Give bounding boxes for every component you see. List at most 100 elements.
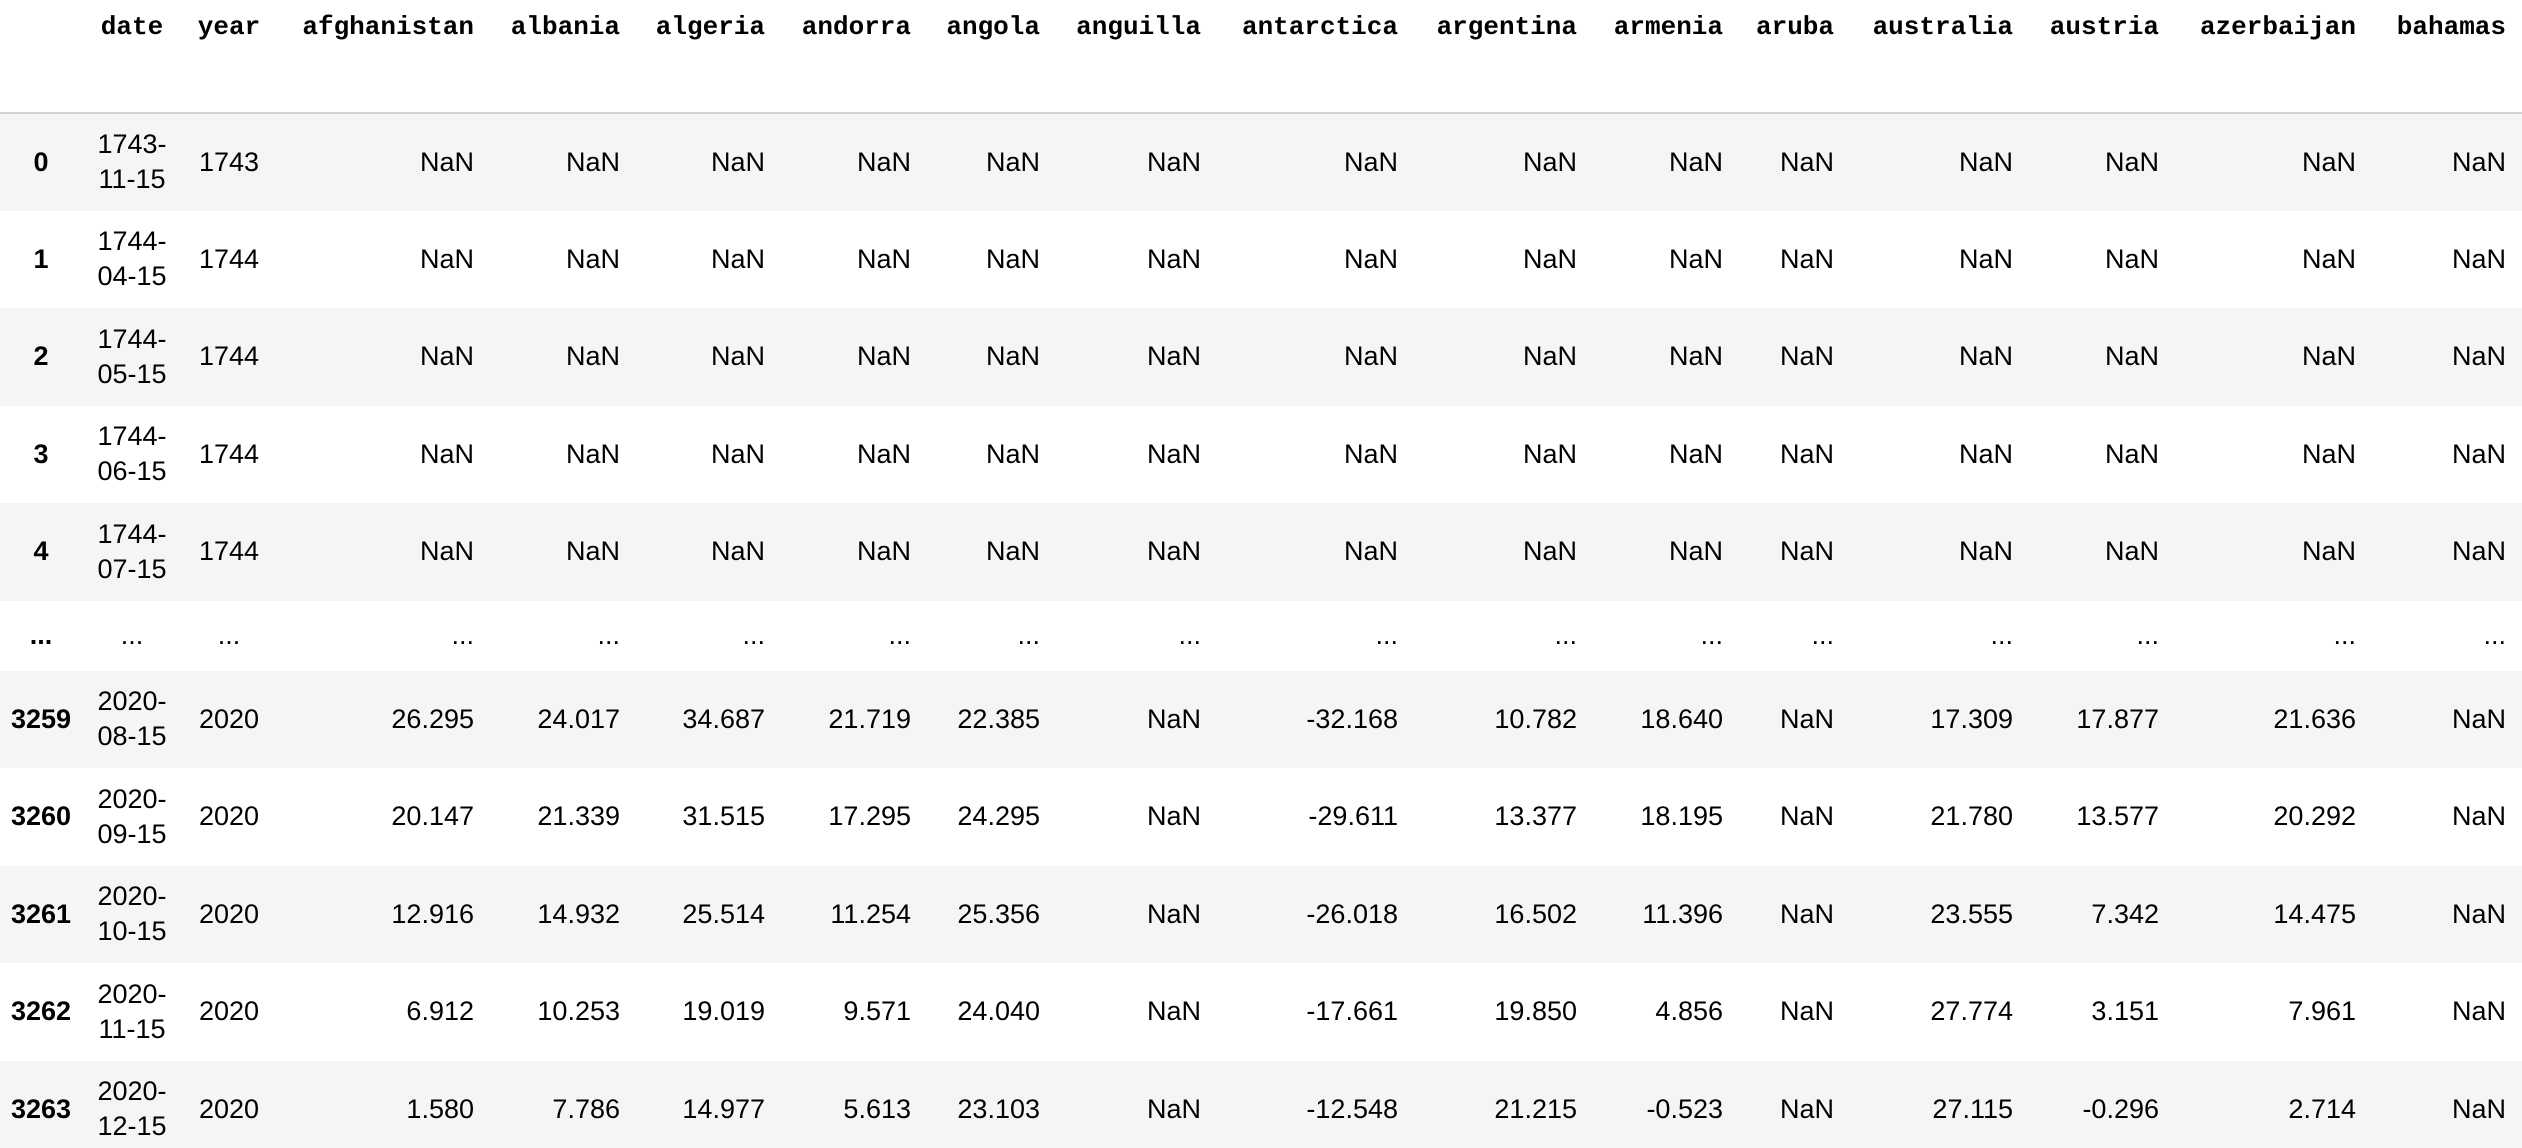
value-cell-australia: 23.555 (1930, 898, 2013, 929)
value-cell-albania: NaN (565, 341, 620, 372)
value-cell-austria: 17.877 (2076, 703, 2159, 734)
date-cell: 2020-10-15 (97, 881, 167, 947)
value-cell-bahamas: NaN (2451, 1093, 2506, 1124)
value-cell-albania: 14.932 (537, 898, 620, 929)
value-cell-algeria: 34.687 (682, 703, 765, 734)
value-cell-algeria: NaN (710, 341, 765, 372)
year-cell: 2020 (198, 1093, 260, 1124)
header-row: date year afghanistan albania algeria andorra… (0, 0, 2522, 114)
value-cell-afghanistan: 20.147 (391, 801, 474, 832)
value-cell-algeria: NaN (710, 536, 765, 567)
value-cell-anguilla: NaN (1146, 243, 1201, 274)
row-index: 3260 (10, 801, 72, 832)
value-cell-azerbaijan: 7.961 (2288, 996, 2356, 1027)
value-cell-argentina: NaN (1522, 536, 1577, 567)
value-cell-andorra: ... (888, 620, 911, 650)
value-cell-armenia: -0.523 (1646, 1093, 1723, 1124)
value-cell-armenia: ... (1700, 620, 1723, 650)
table-row: 0 1743-11-15 1743 NaN NaN NaN NaN NaN NaN NaN NaN N… (0, 113, 2522, 211)
row-index: 4 (33, 536, 49, 567)
value-cell-andorra: NaN (856, 438, 911, 469)
column-header-andorra: andorra (781, 0, 927, 114)
value-cell-anguilla: NaN (1146, 801, 1201, 832)
column-header-angola: angola (927, 0, 1056, 114)
value-cell-bahamas: NaN (2451, 996, 2506, 1027)
value-cell-aruba: NaN (1779, 146, 1834, 177)
value-cell-aruba: NaN (1779, 996, 1834, 1027)
table-row: 4 1744-07-15 1744 NaN NaN NaN NaN NaN NaN NaN NaN N… (0, 503, 2522, 601)
value-cell-azerbaijan: 14.475 (2273, 898, 2356, 929)
value-cell-aruba: NaN (1779, 703, 1834, 734)
value-cell-bahamas: ... (2483, 620, 2506, 650)
value-cell-australia: 27.774 (1930, 996, 2013, 1027)
date-cell: 1743-11-15 (97, 129, 167, 195)
value-cell-armenia: NaN (1668, 243, 1723, 274)
value-cell-afghanistan: 26.295 (391, 703, 474, 734)
value-cell-anguilla: NaN (1146, 438, 1201, 469)
value-cell-austria: NaN (2104, 341, 2159, 372)
value-cell-aruba: ... (1811, 620, 1834, 650)
value-cell-angola: NaN (985, 243, 1040, 274)
value-cell-argentina: NaN (1522, 243, 1577, 274)
value-cell-argentina: NaN (1522, 146, 1577, 177)
value-cell-azerbaijan: NaN (2301, 536, 2356, 567)
date-cell: 2020-12-15 (97, 1076, 167, 1142)
date-cell: 1744-05-15 (97, 323, 167, 389)
column-header-algeria: algeria (636, 0, 781, 114)
value-cell-azerbaijan: NaN (2301, 146, 2356, 177)
date-cell: 2020-09-15 (97, 783, 167, 849)
row-index: 3262 (10, 996, 72, 1027)
value-cell-bahamas: NaN (2451, 801, 2506, 832)
value-cell-austria: ... (2136, 620, 2159, 650)
value-cell-argentina: 19.850 (1494, 996, 1577, 1027)
value-cell-australia: 21.780 (1930, 801, 2013, 832)
column-header-australia: australia (1850, 0, 2029, 114)
value-cell-bahamas: NaN (2451, 438, 2506, 469)
value-cell-argentina: 13.377 (1494, 801, 1577, 832)
value-cell-albania: ... (597, 620, 620, 650)
value-cell-andorra: NaN (856, 243, 911, 274)
table-row: 3260 2020-09-15 2020 20.147 21.339 31.515 17.2… (0, 768, 2522, 866)
value-cell-aruba: NaN (1779, 243, 1834, 274)
value-cell-austria: 13.577 (2076, 801, 2159, 832)
year-cell: 2020 (198, 703, 260, 734)
column-header-argentina: argentina (1414, 0, 1593, 114)
year-cell: 1744 (198, 536, 260, 567)
value-cell-andorra: 5.613 (843, 1093, 911, 1124)
value-cell-antarctica: ... (1375, 620, 1398, 650)
value-cell-antarctica: NaN (1343, 146, 1398, 177)
value-cell-afghanistan: NaN (419, 243, 474, 274)
value-cell-aruba: NaN (1779, 341, 1834, 372)
value-cell-anguilla: ... (1178, 620, 1201, 650)
value-cell-australia: NaN (1958, 146, 2013, 177)
row-index: 0 (33, 146, 49, 177)
value-cell-anguilla: NaN (1146, 898, 1201, 929)
value-cell-antarctica: NaN (1343, 243, 1398, 274)
value-cell-azerbaijan: 20.292 (2273, 801, 2356, 832)
year-cell: 1744 (198, 438, 260, 469)
value-cell-afghanistan: NaN (419, 536, 474, 567)
value-cell-albania: NaN (565, 146, 620, 177)
date-cell: 1744-04-15 (97, 226, 167, 292)
year-cell: 2020 (198, 898, 260, 929)
value-cell-angola: NaN (985, 438, 1040, 469)
index-header (0, 0, 82, 114)
value-cell-aruba: NaN (1779, 536, 1834, 567)
value-cell-andorra: NaN (856, 341, 911, 372)
value-cell-armenia: 4.856 (1655, 996, 1723, 1027)
value-cell-albania: NaN (565, 243, 620, 274)
value-cell-austria: -0.296 (2082, 1093, 2159, 1124)
column-header-year: year (182, 0, 276, 114)
value-cell-aruba: NaN (1779, 1093, 1834, 1124)
value-cell-armenia: 11.396 (1642, 898, 1723, 929)
value-cell-armenia: 18.640 (1640, 703, 1723, 734)
value-cell-andorra: 11.254 (830, 898, 911, 929)
value-cell-afghanistan: NaN (419, 146, 474, 177)
value-cell-australia: 17.309 (1930, 703, 2013, 734)
value-cell-azerbaijan: ... (2333, 620, 2356, 650)
value-cell-armenia: NaN (1668, 536, 1723, 567)
value-cell-algeria: 19.019 (682, 996, 765, 1027)
value-cell-anguilla: NaN (1146, 703, 1201, 734)
